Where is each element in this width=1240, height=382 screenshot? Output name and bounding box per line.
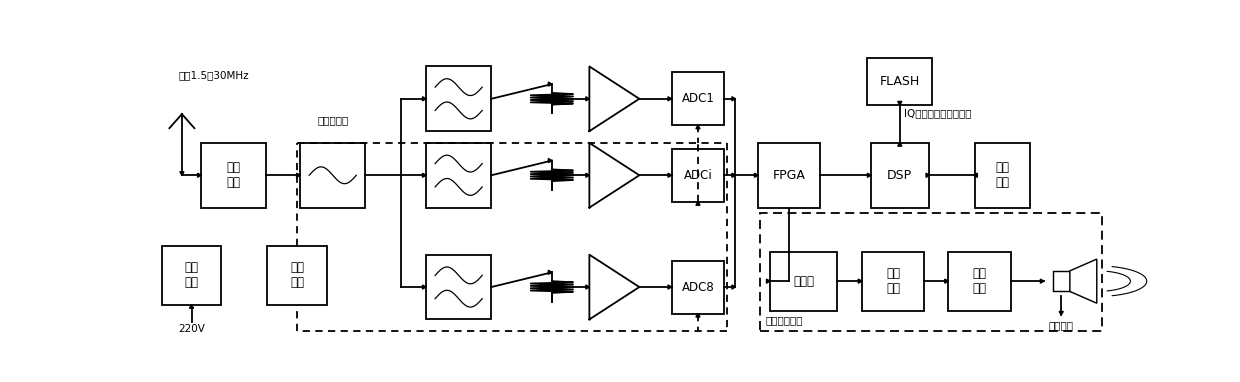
- Bar: [672, 72, 724, 125]
- Bar: [862, 252, 924, 311]
- Polygon shape: [585, 97, 589, 101]
- Text: 接收1.5～30MHz: 接收1.5～30MHz: [179, 70, 249, 80]
- Polygon shape: [668, 97, 672, 101]
- Text: 音频
滤波: 音频 滤波: [887, 267, 900, 295]
- Polygon shape: [696, 125, 701, 129]
- Text: 220V: 220V: [179, 324, 205, 334]
- Text: 解调器: 解调器: [794, 275, 815, 288]
- Polygon shape: [732, 97, 735, 101]
- Text: IQ数据、频谱数据输出: IQ数据、频谱数据输出: [904, 108, 972, 118]
- Polygon shape: [732, 173, 735, 177]
- Bar: [201, 143, 267, 207]
- Bar: [949, 252, 1011, 311]
- Polygon shape: [868, 173, 870, 177]
- Polygon shape: [1070, 259, 1096, 303]
- Polygon shape: [973, 173, 977, 177]
- Polygon shape: [858, 279, 862, 283]
- Polygon shape: [1059, 311, 1063, 315]
- Bar: [672, 149, 724, 202]
- Bar: [870, 143, 929, 207]
- Polygon shape: [898, 102, 901, 105]
- Bar: [161, 246, 221, 305]
- Polygon shape: [898, 142, 901, 146]
- Polygon shape: [296, 173, 300, 177]
- Polygon shape: [766, 279, 770, 283]
- Bar: [427, 143, 491, 207]
- Text: 时钟
电路: 时钟 电路: [290, 261, 304, 289]
- Text: 音频处理电路: 音频处理电路: [765, 315, 802, 325]
- Polygon shape: [423, 285, 427, 289]
- Polygon shape: [732, 285, 735, 289]
- Polygon shape: [548, 159, 552, 163]
- Text: DSP: DSP: [887, 169, 913, 182]
- Text: 千兆
网口: 千兆 网口: [996, 161, 1009, 189]
- Polygon shape: [190, 305, 193, 308]
- Bar: [770, 252, 837, 311]
- Text: 音频数据: 音频数据: [1049, 320, 1074, 330]
- Text: FLASH: FLASH: [879, 74, 920, 87]
- Text: ADC8: ADC8: [682, 280, 714, 293]
- Bar: [672, 261, 724, 314]
- Polygon shape: [423, 173, 427, 177]
- Polygon shape: [1040, 279, 1044, 283]
- Polygon shape: [548, 270, 552, 274]
- Text: 电源
单元: 电源 单元: [185, 261, 198, 289]
- Polygon shape: [423, 97, 427, 101]
- Polygon shape: [180, 172, 184, 175]
- Polygon shape: [585, 285, 589, 289]
- Bar: [1053, 271, 1070, 291]
- Bar: [760, 214, 1101, 331]
- Bar: [758, 143, 821, 207]
- Bar: [427, 255, 491, 319]
- Text: FPGA: FPGA: [773, 169, 806, 182]
- Polygon shape: [696, 202, 701, 205]
- Bar: [427, 66, 491, 131]
- Polygon shape: [548, 82, 552, 86]
- Text: 输入
保护: 输入 保护: [227, 161, 241, 189]
- Text: ADCi: ADCi: [683, 169, 712, 182]
- Text: 低通滤波器: 低通滤波器: [317, 115, 348, 125]
- Polygon shape: [197, 173, 201, 177]
- Text: 音频
增益: 音频 增益: [972, 267, 987, 295]
- Bar: [268, 246, 327, 305]
- Bar: [867, 58, 932, 105]
- Bar: [975, 143, 1030, 207]
- Polygon shape: [696, 314, 701, 317]
- Text: ADC1: ADC1: [682, 92, 714, 105]
- Polygon shape: [945, 279, 949, 283]
- Polygon shape: [926, 173, 930, 177]
- Bar: [300, 143, 366, 207]
- Polygon shape: [668, 173, 672, 177]
- Polygon shape: [754, 173, 758, 177]
- Polygon shape: [585, 173, 589, 177]
- Polygon shape: [668, 285, 672, 289]
